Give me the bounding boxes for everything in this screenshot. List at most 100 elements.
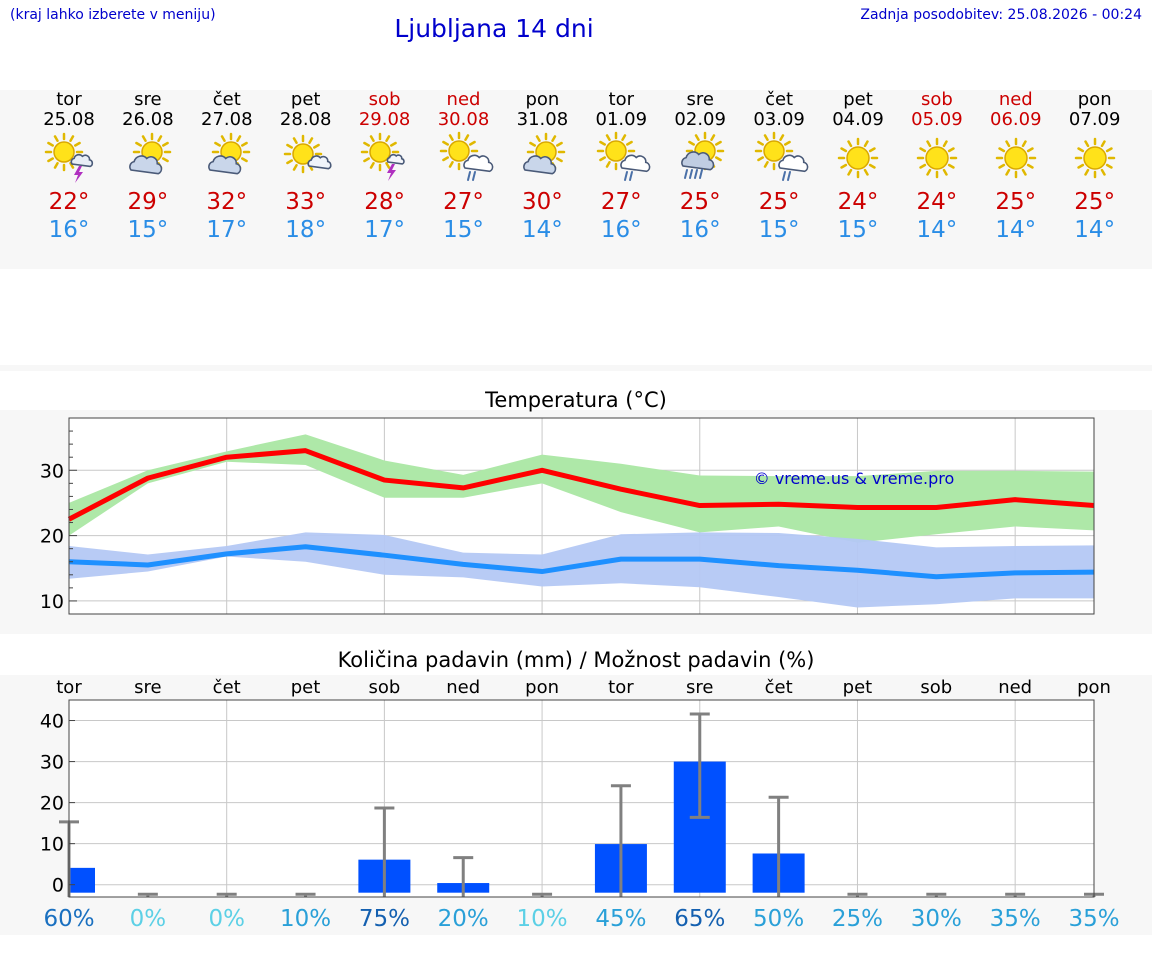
sun-cloud-icon [207,132,251,175]
day-date: 30.08 [437,109,490,130]
sun-cloud-icon [523,132,566,175]
precipitation-probability-label: 25% [832,906,883,932]
day-column: sre 02.09 25° 16° [661,90,740,244]
day-date: 31.08 [516,109,569,130]
max-temperature: 22° [48,189,90,215]
min-temperature: 17° [364,217,405,243]
min-temperature: 15° [837,217,879,243]
weekday-label: sre [134,677,161,698]
min-temperature: 14° [522,217,563,243]
error-bar [453,856,474,897]
sun-cloud-thunder-icon [44,132,94,183]
precipitation-bar [69,867,95,893]
day-name: sre [134,89,162,110]
day-name: tor [608,89,635,110]
day-column: ned 06.09 25° 14° [976,90,1055,244]
sun-icon [995,137,1037,179]
day-column: pon 07.09 25° 14° [1055,90,1134,244]
min-temperature: 14° [995,217,1037,243]
precipitation-probability-label: 35% [1068,906,1119,932]
min-temperature: 14° [1074,217,1116,243]
weekday-label: sob [920,677,952,698]
day-name: pet [290,89,321,110]
sun-small-cloud-icon [283,134,332,174]
sun-cloud-rain-icon [754,131,809,181]
forecast-panel [0,90,1152,269]
day-column: tor 25.08 22° 16° [30,90,109,244]
day-date: 05.09 [911,109,963,130]
day-column: pon 31.08 30° 14° [503,90,582,244]
min-temperature: 14° [916,217,958,243]
precipitation-probability-label: 10% [280,906,331,932]
error-bar [689,712,710,819]
day-date: 29.08 [358,109,411,130]
min-temperature: 16° [679,217,721,243]
day-column: ned 30.08 27° 15° [424,90,503,244]
day-date: 07.09 [1068,109,1121,130]
day-date: 02.09 [674,109,726,130]
max-temperature-line [67,448,1095,522]
day-date: 04.09 [832,109,884,130]
day-column: sob 29.08 28° 17° [345,90,424,244]
day-name: pon [1077,89,1112,110]
temperature-plot-frame [68,417,1095,615]
sun-cloud-rain-icon [597,131,651,181]
day-date: 01.09 [595,109,648,130]
min-temperature: 15° [758,217,800,243]
day-forecast-strip: tor 25.08 22° 16° sre 26.08 29° 15° čet 27.08 32° 1… [0,90,1152,269]
last-updated: Zadnja posodobitev: 25.08.2026 - 00:24 [860,7,1142,23]
precipitation-probability-label: 0% [130,906,167,932]
day-name: tor [56,89,82,110]
day-name: sob [368,89,401,110]
min-temperature: 17° [206,217,248,243]
day-name: čet [212,89,241,110]
y-tick-label: 0 [52,875,64,897]
error-bar [768,795,789,897]
max-temperature: 27° [600,189,642,215]
min-temperature-line [68,544,1095,580]
sun-thunder-icon [360,132,405,181]
weekday-label: pon [525,677,559,698]
day-name: sob [920,89,953,110]
precipitation-probability-label: 75% [359,906,410,932]
max-temperature: 24° [837,189,879,215]
precipitation-probability-label: 0% [208,906,245,932]
weekday-label: pet [291,677,321,698]
min-temperature: 18° [285,217,327,243]
error-bar [374,806,395,897]
max-temperature: 29° [127,189,169,215]
day-name: sre [686,89,714,110]
precipitation-probability-label: 10% [517,906,568,932]
max-temperature: 25° [995,189,1037,215]
day-name: čet [765,89,794,110]
precipitation-probability-label: 35% [990,906,1041,932]
precipitation-probability-label: 30% [911,906,962,932]
day-column: pet 04.09 24° 15° [819,90,898,244]
day-column: čet 03.09 25° 15° [740,90,819,244]
min-temperature: 16° [48,217,90,243]
day-name: pon [525,89,560,110]
sun-icon [916,137,958,179]
y-tick-label: 10 [40,591,64,613]
weekday-label: pon [1077,677,1111,698]
day-date: 25.08 [43,109,95,130]
max-temperature: 25° [758,189,800,215]
weekday-label: sob [368,677,400,698]
precipitation-chart-title: Količina padavin (mm) / Možnost padavin … [337,648,815,672]
weekday-label: čet [765,677,793,698]
max-temperature: 33° [285,189,327,215]
y-tick-label: 10 [40,834,64,856]
weekday-label: čet [213,677,241,698]
page-title: Ljubljana 14 dni [394,14,594,43]
separator [0,365,1152,371]
day-name: ned [998,89,1033,110]
max-temperature: 24° [916,189,958,215]
day-name: pet [843,89,873,110]
max-temperature: 25° [679,189,721,215]
min-temperature: 16° [600,217,642,243]
max-temperature: 27° [443,189,484,215]
weekday-label: sre [686,677,713,698]
max-temperature: 28° [364,189,405,215]
